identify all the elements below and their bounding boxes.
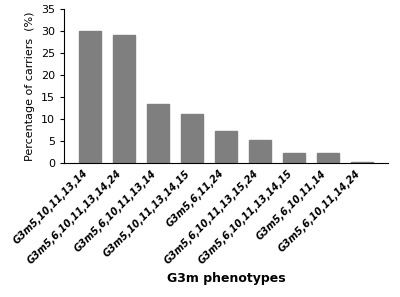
X-axis label: G3m phenotypes: G3m phenotypes <box>167 272 285 285</box>
Bar <box>79 31 101 163</box>
Bar <box>283 153 305 163</box>
Bar <box>249 140 271 163</box>
Y-axis label: Percentage of carriers  (%): Percentage of carriers (%) <box>25 11 35 161</box>
Bar <box>113 35 135 163</box>
Bar <box>147 104 169 163</box>
Bar <box>181 114 203 163</box>
Bar <box>317 153 339 163</box>
Bar <box>351 162 373 163</box>
Bar <box>215 131 237 163</box>
